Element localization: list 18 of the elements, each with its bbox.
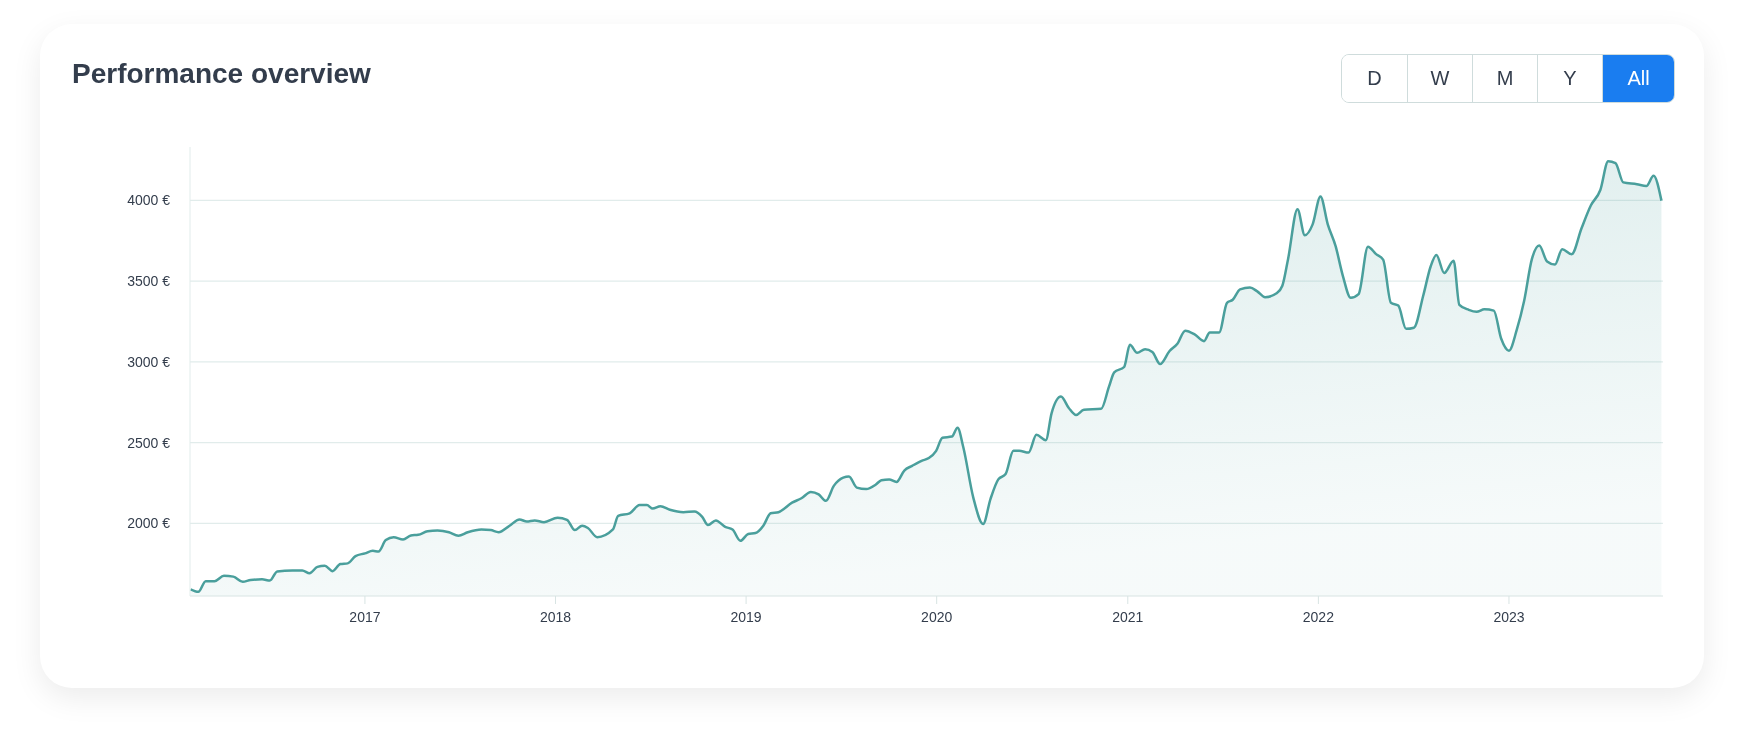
x-tick-label: 2022 xyxy=(1302,608,1335,625)
x-tick-label: 2020 xyxy=(921,608,953,625)
x-tick-label: 2021 xyxy=(1112,608,1144,625)
text: W xyxy=(1407,55,1472,102)
text: All xyxy=(1602,55,1674,102)
y-tick-label: 2500 € xyxy=(127,434,171,451)
chart-title: Performance overview xyxy=(72,58,371,90)
y-tick-label: 4000 € xyxy=(127,192,171,209)
x-tick-label: 2019 xyxy=(730,608,762,625)
text: M xyxy=(1472,55,1537,102)
x-tick-label: 2017 xyxy=(349,608,381,625)
text: Y xyxy=(1537,55,1602,102)
y-tick-label: 3000 € xyxy=(127,353,171,370)
x-tick-label: 2023 xyxy=(1493,608,1525,625)
y-tick-label: 2000 € xyxy=(127,515,171,532)
text: D xyxy=(1342,55,1407,102)
x-tick-label: 2018 xyxy=(539,608,572,625)
y-tick-label: 3500 € xyxy=(127,273,171,290)
